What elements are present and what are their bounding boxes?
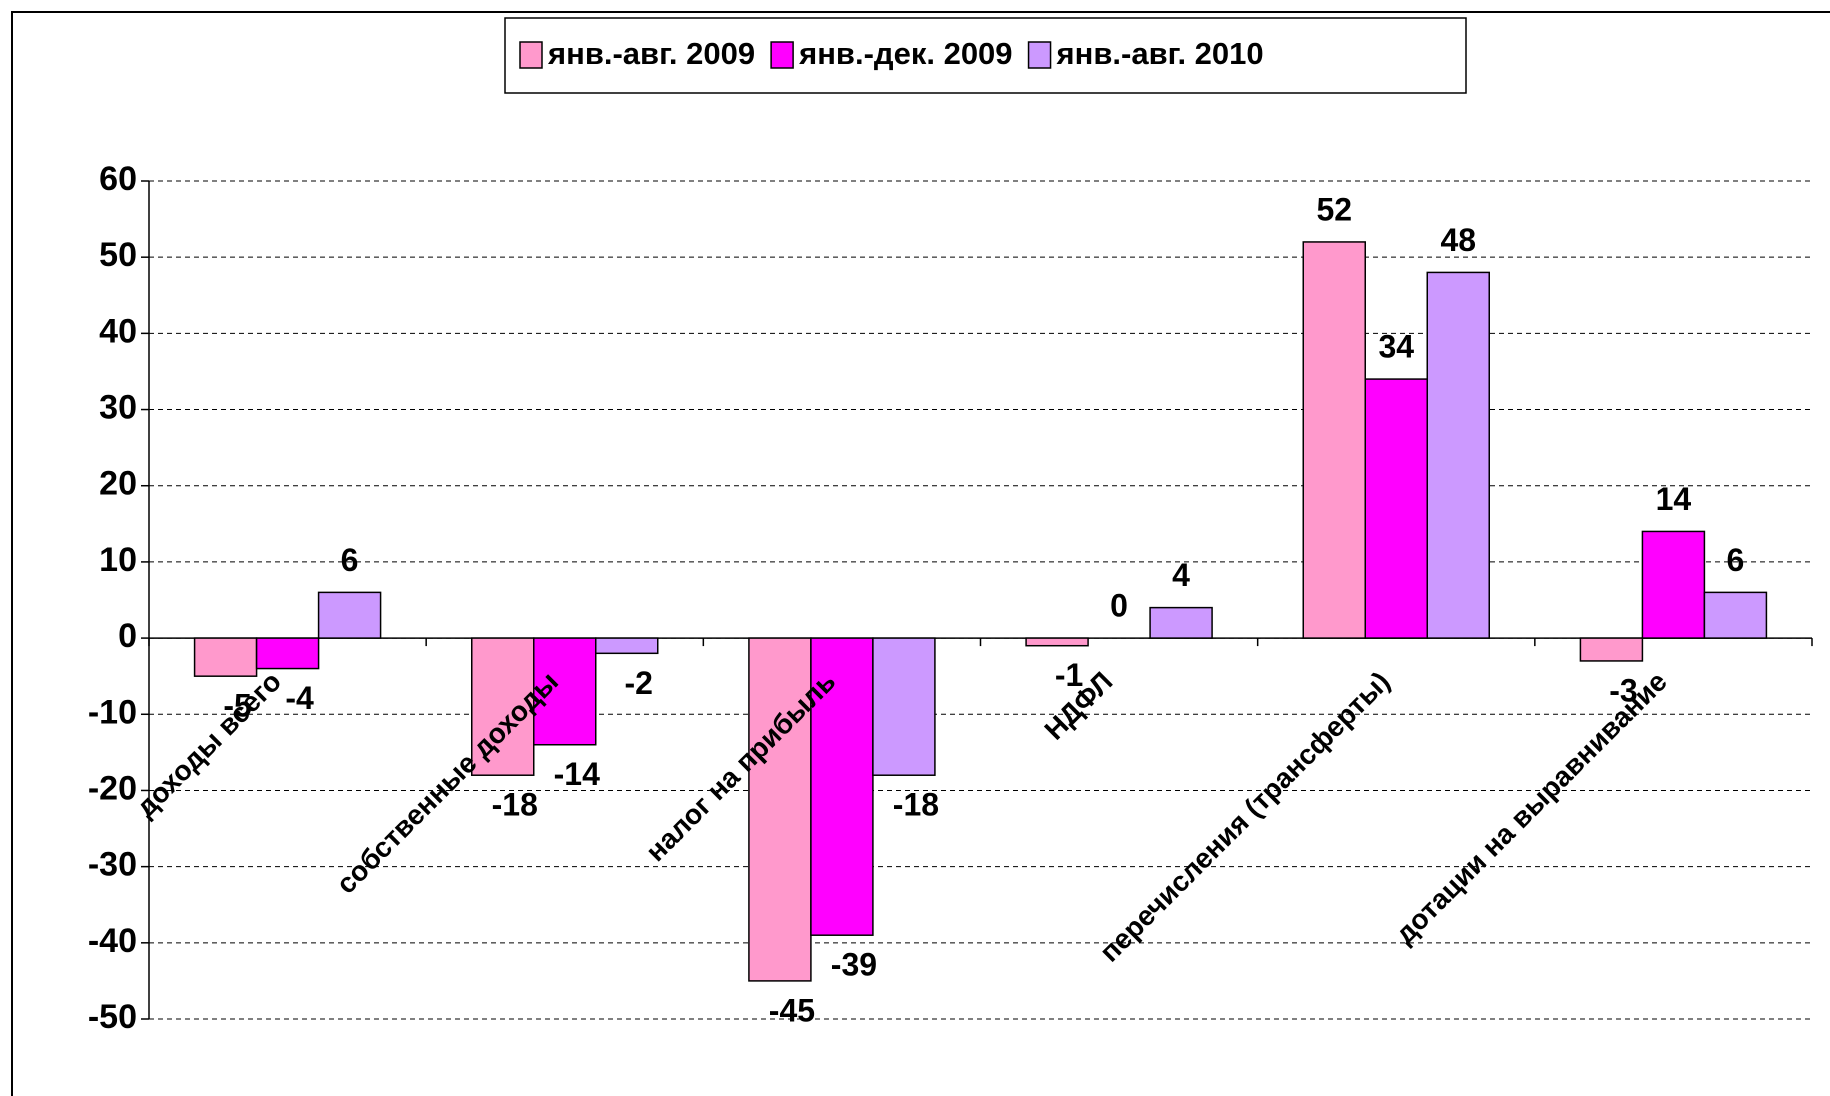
legend-swatch bbox=[1027, 41, 1052, 69]
bar bbox=[533, 637, 597, 746]
y-tick-label: 40 bbox=[99, 312, 137, 350]
value-label: -1 bbox=[1055, 657, 1083, 693]
y-tick-label: 50 bbox=[99, 236, 137, 274]
y-tick-label: 10 bbox=[99, 541, 137, 579]
value-label: -39 bbox=[831, 947, 877, 983]
value-label: -5 bbox=[223, 688, 251, 724]
legend-swatch bbox=[519, 41, 543, 69]
y-tick-label: 20 bbox=[99, 465, 137, 503]
bar bbox=[1579, 637, 1644, 662]
value-label: -14 bbox=[554, 756, 600, 792]
value-label: 14 bbox=[1656, 481, 1692, 517]
value-label: 6 bbox=[341, 542, 359, 578]
x-tick-label: перечисления (трансферты) bbox=[1094, 666, 1396, 968]
bar bbox=[810, 637, 874, 936]
y-tick-label: 0 bbox=[118, 617, 137, 655]
bar bbox=[255, 637, 320, 670]
y-tick-label: -50 bbox=[88, 998, 137, 1036]
legend-label: янв.-авг. 2010 bbox=[1056, 36, 1264, 71]
value-label: -18 bbox=[893, 787, 939, 823]
value-label: 52 bbox=[1316, 191, 1352, 227]
y-tick-label: -20 bbox=[88, 769, 137, 807]
legend-label: янв.-авг. 2009 bbox=[547, 36, 755, 71]
bar bbox=[872, 637, 936, 776]
bar bbox=[317, 591, 382, 639]
bar bbox=[1703, 591, 1768, 639]
value-label: -45 bbox=[769, 992, 815, 1028]
legend-label: янв.-дек. 2009 bbox=[798, 36, 1012, 71]
y-tick-label: -40 bbox=[88, 922, 137, 960]
y-tick-label: -30 bbox=[88, 846, 137, 884]
y-tick-label: 60 bbox=[99, 160, 137, 198]
bar bbox=[1364, 378, 1428, 639]
value-label: 34 bbox=[1378, 329, 1414, 365]
x-tick-label: дотации на выравнивание bbox=[1389, 666, 1673, 950]
x-tick-label: собственные доходы bbox=[330, 666, 564, 900]
y-tick-label: -10 bbox=[88, 693, 137, 731]
value-label: 48 bbox=[1440, 222, 1476, 258]
value-label: -2 bbox=[625, 665, 653, 701]
chart-frame bbox=[11, 11, 1830, 1096]
value-label: 6 bbox=[1727, 542, 1745, 578]
value-label: -18 bbox=[492, 787, 538, 823]
x-tick-label: доходы всего bbox=[130, 666, 287, 823]
bar bbox=[1302, 241, 1366, 639]
bar bbox=[193, 637, 258, 677]
bar bbox=[1149, 606, 1213, 639]
bar bbox=[1025, 637, 1089, 647]
y-tick-label: 30 bbox=[99, 389, 137, 427]
value-label: 4 bbox=[1172, 557, 1190, 593]
bar bbox=[595, 637, 659, 655]
value-label: -4 bbox=[285, 680, 314, 716]
bar bbox=[1641, 530, 1706, 639]
legend-box bbox=[504, 17, 1467, 94]
legend-swatch bbox=[770, 41, 794, 69]
value-label: 0 bbox=[1110, 588, 1128, 624]
bar bbox=[1426, 271, 1490, 639]
value-label: -3 bbox=[1609, 672, 1637, 708]
